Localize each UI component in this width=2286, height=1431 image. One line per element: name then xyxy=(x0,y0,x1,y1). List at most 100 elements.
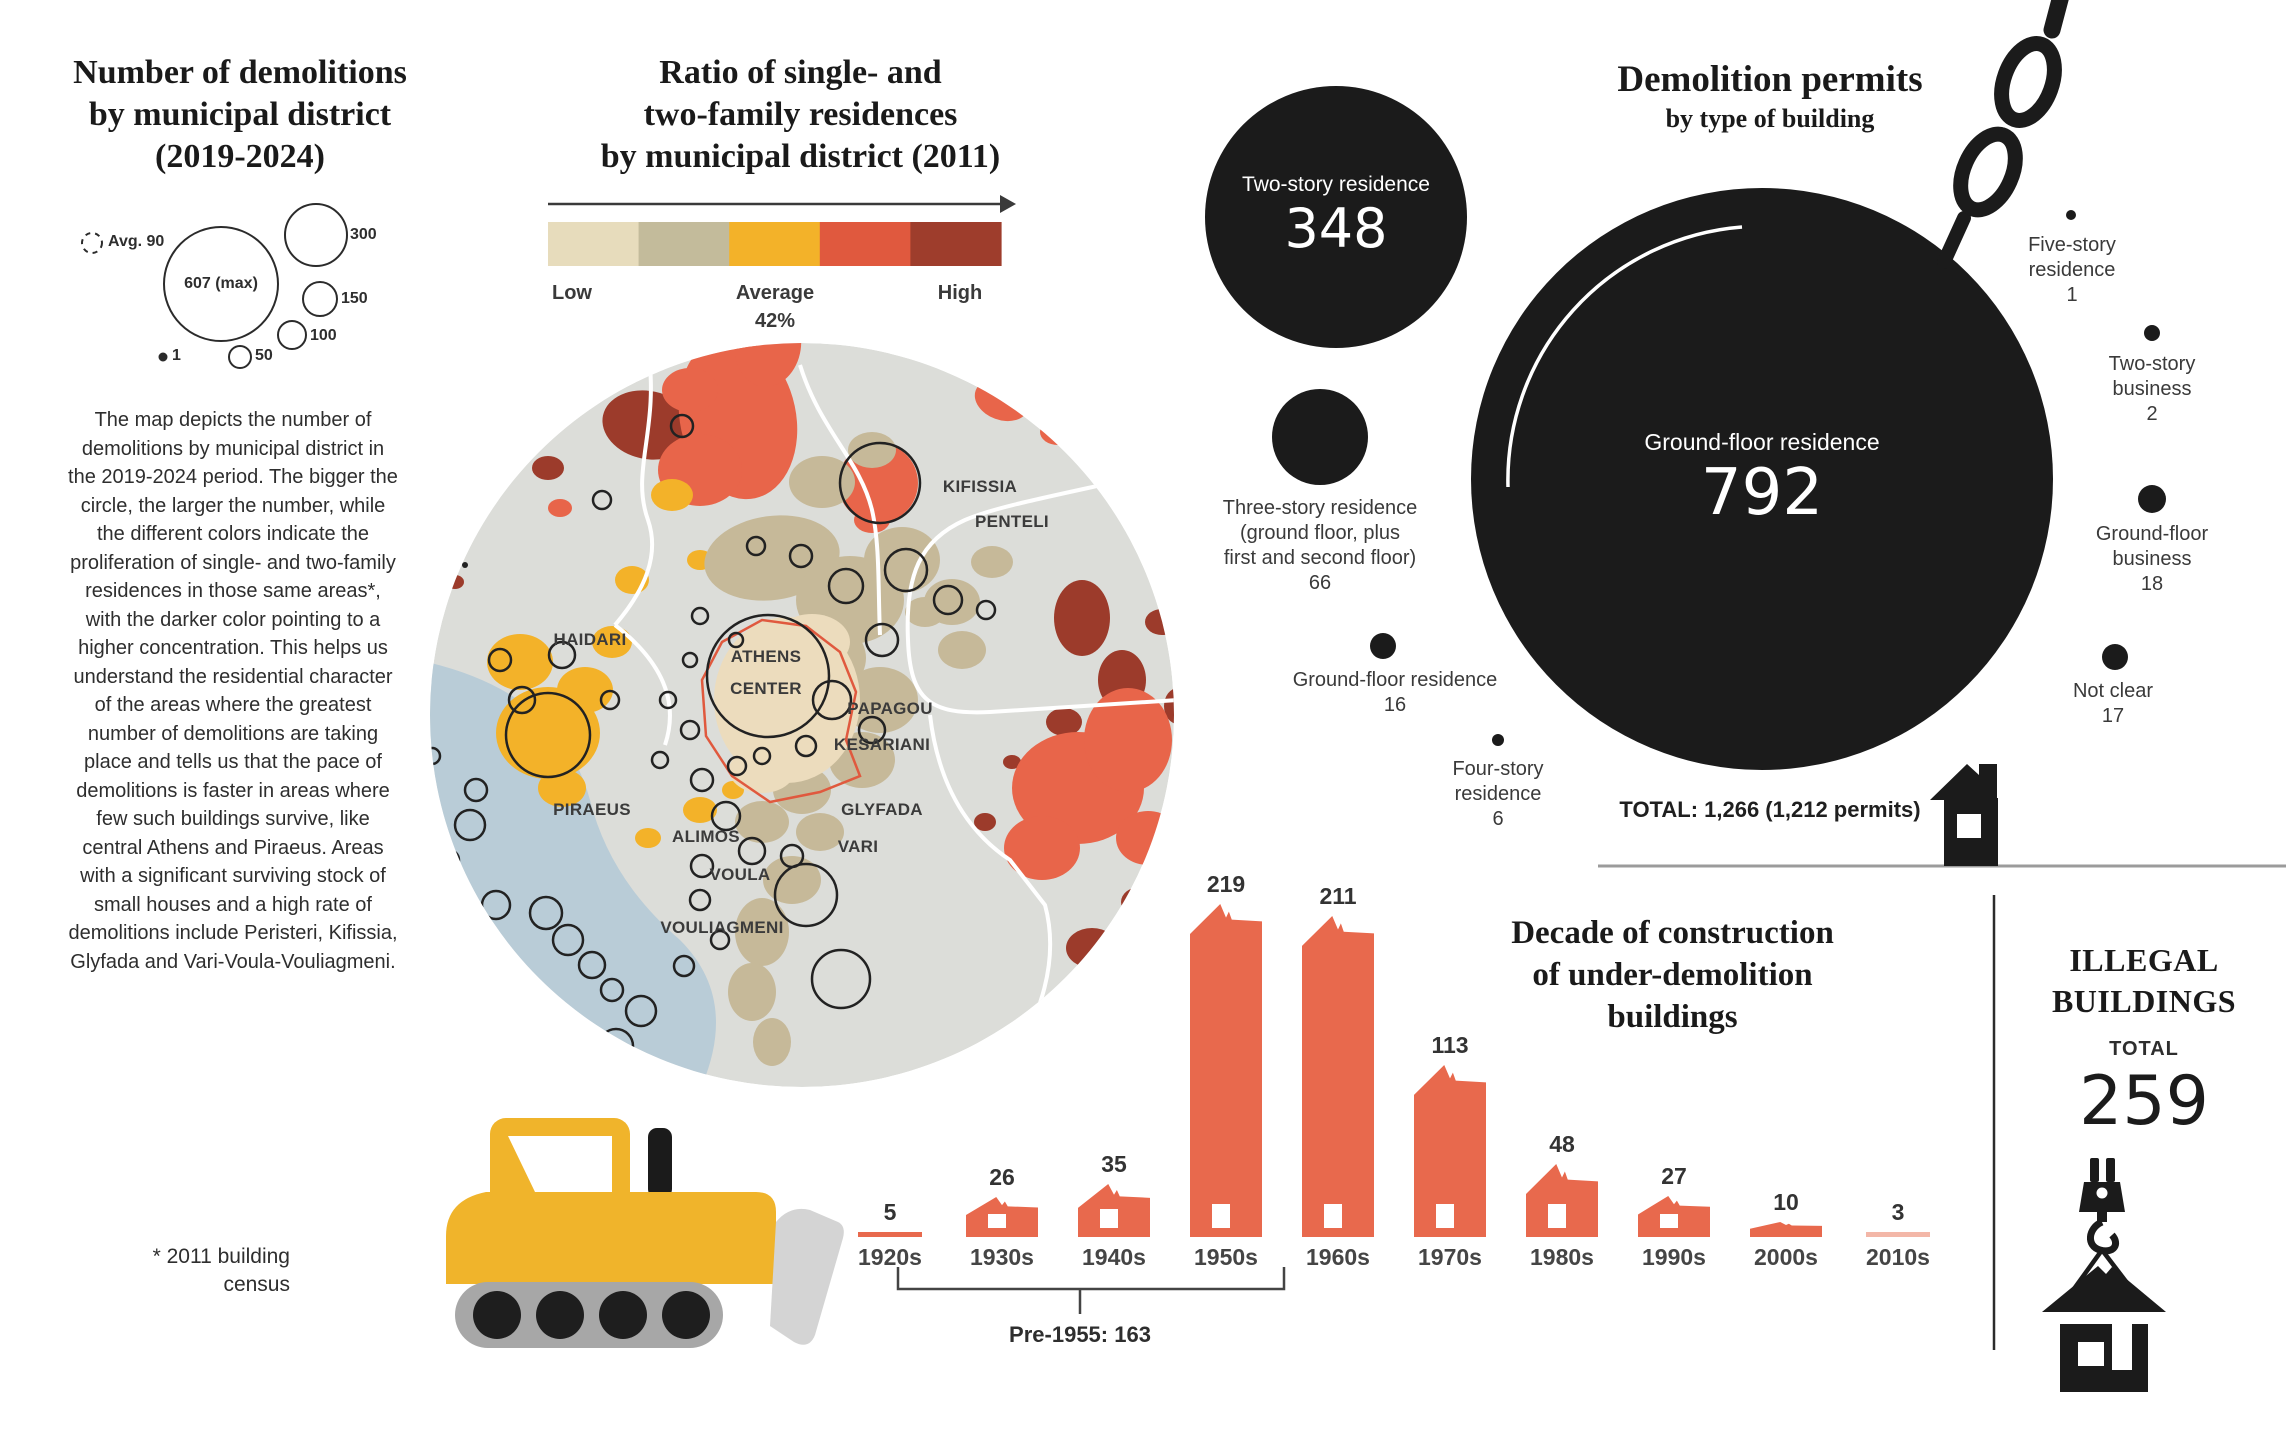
permit-bubble-circle xyxy=(1471,188,2053,770)
map-blob xyxy=(753,1018,791,1066)
permit-bubble-value: 2 xyxy=(2146,403,2158,425)
map-blob xyxy=(1164,688,1174,724)
permit-bubble-circle xyxy=(2144,325,2160,341)
map-blob xyxy=(1040,419,1076,445)
permit-bubble-circle xyxy=(1492,734,1504,746)
district-label: ALIMOS xyxy=(672,827,740,846)
map-blob xyxy=(1046,708,1082,736)
map-demolition-bubble xyxy=(710,800,742,832)
map-demolition-bubble xyxy=(838,441,922,525)
permits-total: TOTAL: 1,266 (1,212 permits) xyxy=(1619,797,1921,822)
athens-map: HAIDARI ATHENS CENTER PAPAGOU KESARIANI … xyxy=(430,284,1174,1087)
map-blob xyxy=(842,667,918,733)
permit-bubble-value: 1 xyxy=(2066,284,2078,306)
map-blob xyxy=(449,436,495,468)
title-line: two-family residences xyxy=(643,96,958,133)
district-label: KIFISSIA xyxy=(943,477,1017,496)
map-blob xyxy=(974,813,996,831)
bar-category-label: 1990s xyxy=(1642,1244,1706,1270)
bar-window xyxy=(1547,1204,1566,1228)
map-blob xyxy=(971,546,1013,578)
map-demolition-bubble xyxy=(437,848,461,872)
title-line: Number of demolitions xyxy=(73,54,407,91)
map-demolition-bubble xyxy=(528,895,564,931)
bar-value-label: 5 xyxy=(883,1199,897,1225)
map-blob xyxy=(662,368,718,412)
permit-bubble-text: Ground-floor residence 16 xyxy=(1240,668,1550,718)
bar-category-label: 1920s xyxy=(858,1244,922,1270)
map-demolition-bubble xyxy=(864,622,900,658)
bar-value-label: 48 xyxy=(1549,1131,1575,1157)
permit-bubble-value: 16 xyxy=(1383,694,1407,716)
permit-bubble-text: Four-story residence 6 xyxy=(1398,757,1598,832)
map-blob xyxy=(1116,811,1174,865)
scale-segment xyxy=(638,222,730,266)
athens-center-outline xyxy=(700,618,862,804)
map-demolition-bubble xyxy=(504,691,592,779)
footnote: * 2011 building census xyxy=(100,1243,290,1299)
permits-subtitle: by type of building xyxy=(1665,104,1875,133)
map-blob xyxy=(1160,471,1174,493)
permit-bubble-label: Two-story xyxy=(2108,353,2196,375)
district-label: KESARIANI xyxy=(834,735,930,754)
map-demolition-bubble xyxy=(932,584,964,616)
decade-bar xyxy=(1866,1232,1930,1237)
permit-bubble-circle xyxy=(1370,633,1396,659)
district-label: VOULA xyxy=(710,865,771,884)
permit-bubble-text: Ground-floor residence 792 xyxy=(1471,188,2053,770)
permit-bubble-label: Four-story xyxy=(1452,758,1544,780)
map-blob xyxy=(592,284,632,316)
map-blob xyxy=(1121,887,1159,917)
permit-bubble-label: Five-story xyxy=(2028,234,2116,256)
permit-bubble-label: residence xyxy=(2028,259,2116,281)
bar-window xyxy=(1659,1214,1678,1228)
map-blob xyxy=(1084,688,1172,792)
map-blob xyxy=(539,369,591,411)
map-blob xyxy=(532,456,564,480)
map-blob xyxy=(592,626,632,658)
map-demolition-bubble xyxy=(681,651,699,669)
map-demolition-bubble xyxy=(430,911,461,969)
map-blob xyxy=(789,456,855,508)
map-blob xyxy=(498,412,526,432)
map-blob xyxy=(1004,816,1080,880)
map-blob xyxy=(683,797,717,823)
permit-bubble-text: Three-story residence (ground floor, plus… xyxy=(1165,496,1475,596)
bar-category-label: 2000s xyxy=(1754,1244,1818,1270)
map-demolition-bubble xyxy=(726,755,748,777)
bar-category-label: 1950s xyxy=(1194,1244,1258,1270)
permit-bubble-label: Two-story residence xyxy=(1242,173,1430,196)
bar-category-label: 1940s xyxy=(1082,1244,1146,1270)
map-blob xyxy=(763,856,821,904)
bar-value-label: 27 xyxy=(1661,1163,1687,1189)
map-demolition-bubble xyxy=(599,977,625,1003)
size-legend-circles xyxy=(81,203,348,369)
map-demolition-bubble xyxy=(669,413,695,439)
map-demolition-bubble xyxy=(883,547,929,593)
illegal-total-value: 259 xyxy=(2079,1062,2209,1141)
legend-50-label: 50 xyxy=(255,347,273,364)
permit-bubble-circle xyxy=(2066,210,2076,220)
illegal-buildings-title: ILLEGAL BUILDINGS xyxy=(2016,940,2272,1022)
permit-bubble-value: 348 xyxy=(1284,197,1388,260)
demolition-bubbles xyxy=(430,378,1087,1065)
district-label: GLYFADA xyxy=(841,800,923,819)
permit-bubble-label: business xyxy=(2112,378,2192,400)
map-demolition-bubble xyxy=(672,954,696,978)
title-line: of under-demolition xyxy=(1532,957,1813,993)
district-boundaries xyxy=(613,347,1174,1062)
permit-bubble-label: first and second floor) xyxy=(1223,547,1417,569)
athens-center-area xyxy=(714,614,860,793)
map-blob xyxy=(848,432,896,468)
decade-bar xyxy=(1302,916,1374,1237)
bar-window xyxy=(1211,1204,1230,1228)
title-line: Ratio of single- and xyxy=(659,54,942,91)
illegal-total-label: TOTAL xyxy=(2109,1038,2179,1060)
map-demolition-bubble xyxy=(857,715,887,745)
district-label: VOULIAGMENI xyxy=(660,918,783,937)
map-demolition-bubble xyxy=(591,489,613,511)
decade-bar xyxy=(858,1232,922,1237)
decade-bar xyxy=(1750,1222,1822,1237)
